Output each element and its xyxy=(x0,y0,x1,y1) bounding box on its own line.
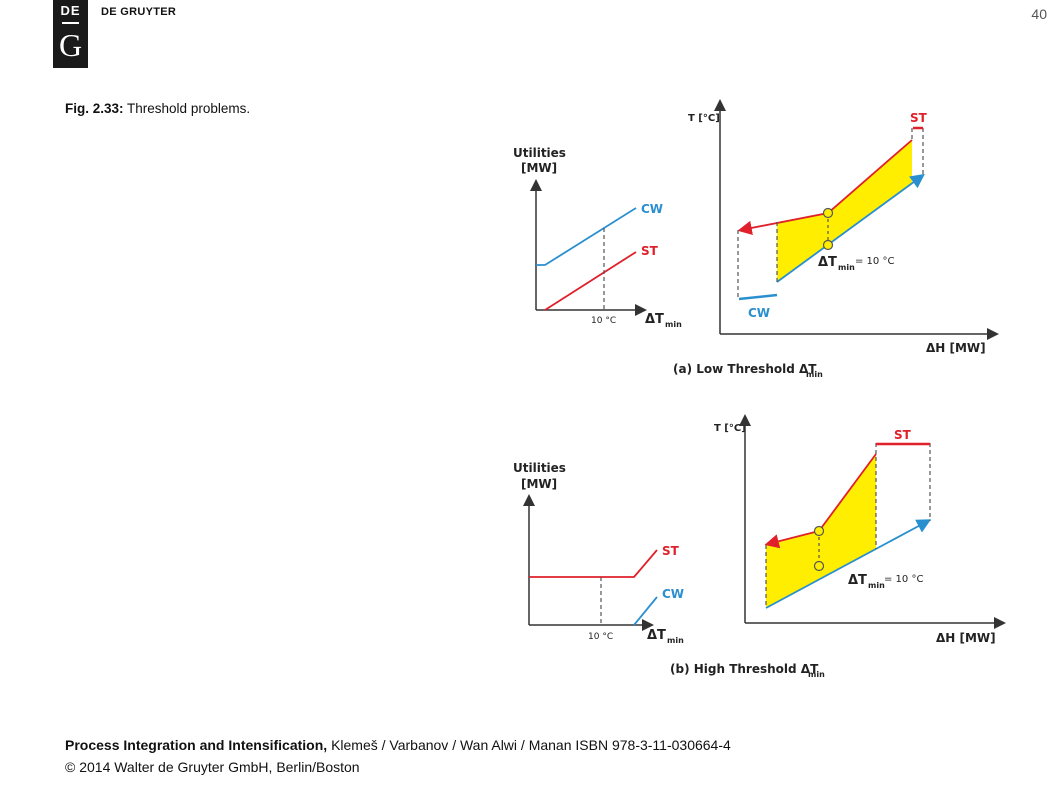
b-x-axis-sub: min xyxy=(667,636,684,645)
b-subtitle: (b) High Threshold ΔT xyxy=(670,662,819,676)
b-pinch-cold-point xyxy=(813,560,825,572)
b-utilities-label-1: Utilities xyxy=(513,461,566,475)
a-utilities-label-2: [MW] xyxy=(521,161,557,175)
a-utilities-label-1: Utilities xyxy=(513,146,566,160)
b-st-right-label: ST xyxy=(894,428,912,442)
caption-text: Threshold problems. xyxy=(127,101,251,116)
caption-label: Fig. 2.33: xyxy=(65,101,124,116)
figure-caption: Fig. 2.33: Threshold problems. xyxy=(65,101,250,116)
diagram-a-utilities-plot: Utilities [MW] CW ST 10 °C ΔT min xyxy=(513,146,682,329)
a-overlap-area xyxy=(777,140,912,282)
diagram-b-utilities-plot: Utilities [MW] ST CW 10 °C ΔT min xyxy=(513,461,684,645)
b-x-tick: 10 °C xyxy=(588,632,613,642)
a-cw-line xyxy=(536,207,637,266)
a-st-line xyxy=(544,251,637,311)
a-x-tick: 10 °C xyxy=(591,316,616,326)
b-st-label: ST xyxy=(662,544,680,558)
b-st-line xyxy=(529,549,658,578)
logo-g-text: G xyxy=(58,27,83,63)
a-dtmin-label: ΔT xyxy=(818,255,837,270)
a-dtmin-value: = 10 °C xyxy=(855,256,894,267)
copyright: © 2014 Walter de Gruyter GmbH, Berlin/Bo… xyxy=(65,759,360,775)
a-cw-segment xyxy=(738,293,778,301)
page-number: 40 xyxy=(1031,6,1047,22)
diagram-b-th-plot: T [°C] ST ΔT min = 10 °C ΔH [MW] (b) Hig… xyxy=(670,414,1006,679)
publisher-logo: DE G xyxy=(53,0,88,68)
a-h-axis-label: ΔH [MW] xyxy=(926,341,986,355)
a-cw-label: CW xyxy=(641,202,663,216)
diagram-a-th-plot: T [°C] ST CW ΔT min = 10 °C ΔH [MW] (a) … xyxy=(673,99,999,379)
logo-de-text: DE xyxy=(60,3,81,18)
b-h-axis-label: ΔH [MW] xyxy=(936,631,996,645)
b-cw-line xyxy=(633,596,658,626)
a-x-axis-label: ΔT xyxy=(645,312,664,327)
b-t-axis-label: T [°C] xyxy=(714,423,746,434)
book-authors: Klemeš / Varbanov / Wan Alwi / Manan ISB… xyxy=(331,737,731,753)
a-pinch-cold-point xyxy=(822,239,834,251)
b-pinch-hot-point xyxy=(813,525,825,537)
b-cw-label: CW xyxy=(662,587,684,601)
a-t-axis-label: T [°C] xyxy=(688,113,720,124)
b-dtmin-sub: min xyxy=(868,581,885,590)
b-dtmin-label: ΔT xyxy=(848,573,867,588)
publisher-name: DE GRUYTER xyxy=(101,6,177,18)
a-x-axis-sub: min xyxy=(665,320,682,329)
b-subtitle-sub: min xyxy=(808,670,825,679)
a-cold-composite-curve xyxy=(776,173,925,283)
b-x-axis-label: ΔT xyxy=(647,628,666,643)
b-dtmin-value: = 10 °C xyxy=(884,574,923,585)
a-dtmin-sub: min xyxy=(838,263,855,272)
a-subtitle: (a) Low Threshold ΔT xyxy=(673,362,817,376)
book-citation: Process Integration and Intensification,… xyxy=(65,737,731,753)
a-st-right-label: ST xyxy=(910,111,928,125)
b-utilities-label-2: [MW] xyxy=(521,477,557,491)
logo-divider xyxy=(62,22,79,24)
b-cold-composite-curve xyxy=(765,519,932,609)
a-subtitle-sub: min xyxy=(806,370,823,379)
a-pinch-hot-point xyxy=(822,207,834,219)
a-cw-right-label: CW xyxy=(748,306,770,320)
book-title: Process Integration and Intensification, xyxy=(65,737,328,753)
a-st-label: ST xyxy=(641,244,659,258)
